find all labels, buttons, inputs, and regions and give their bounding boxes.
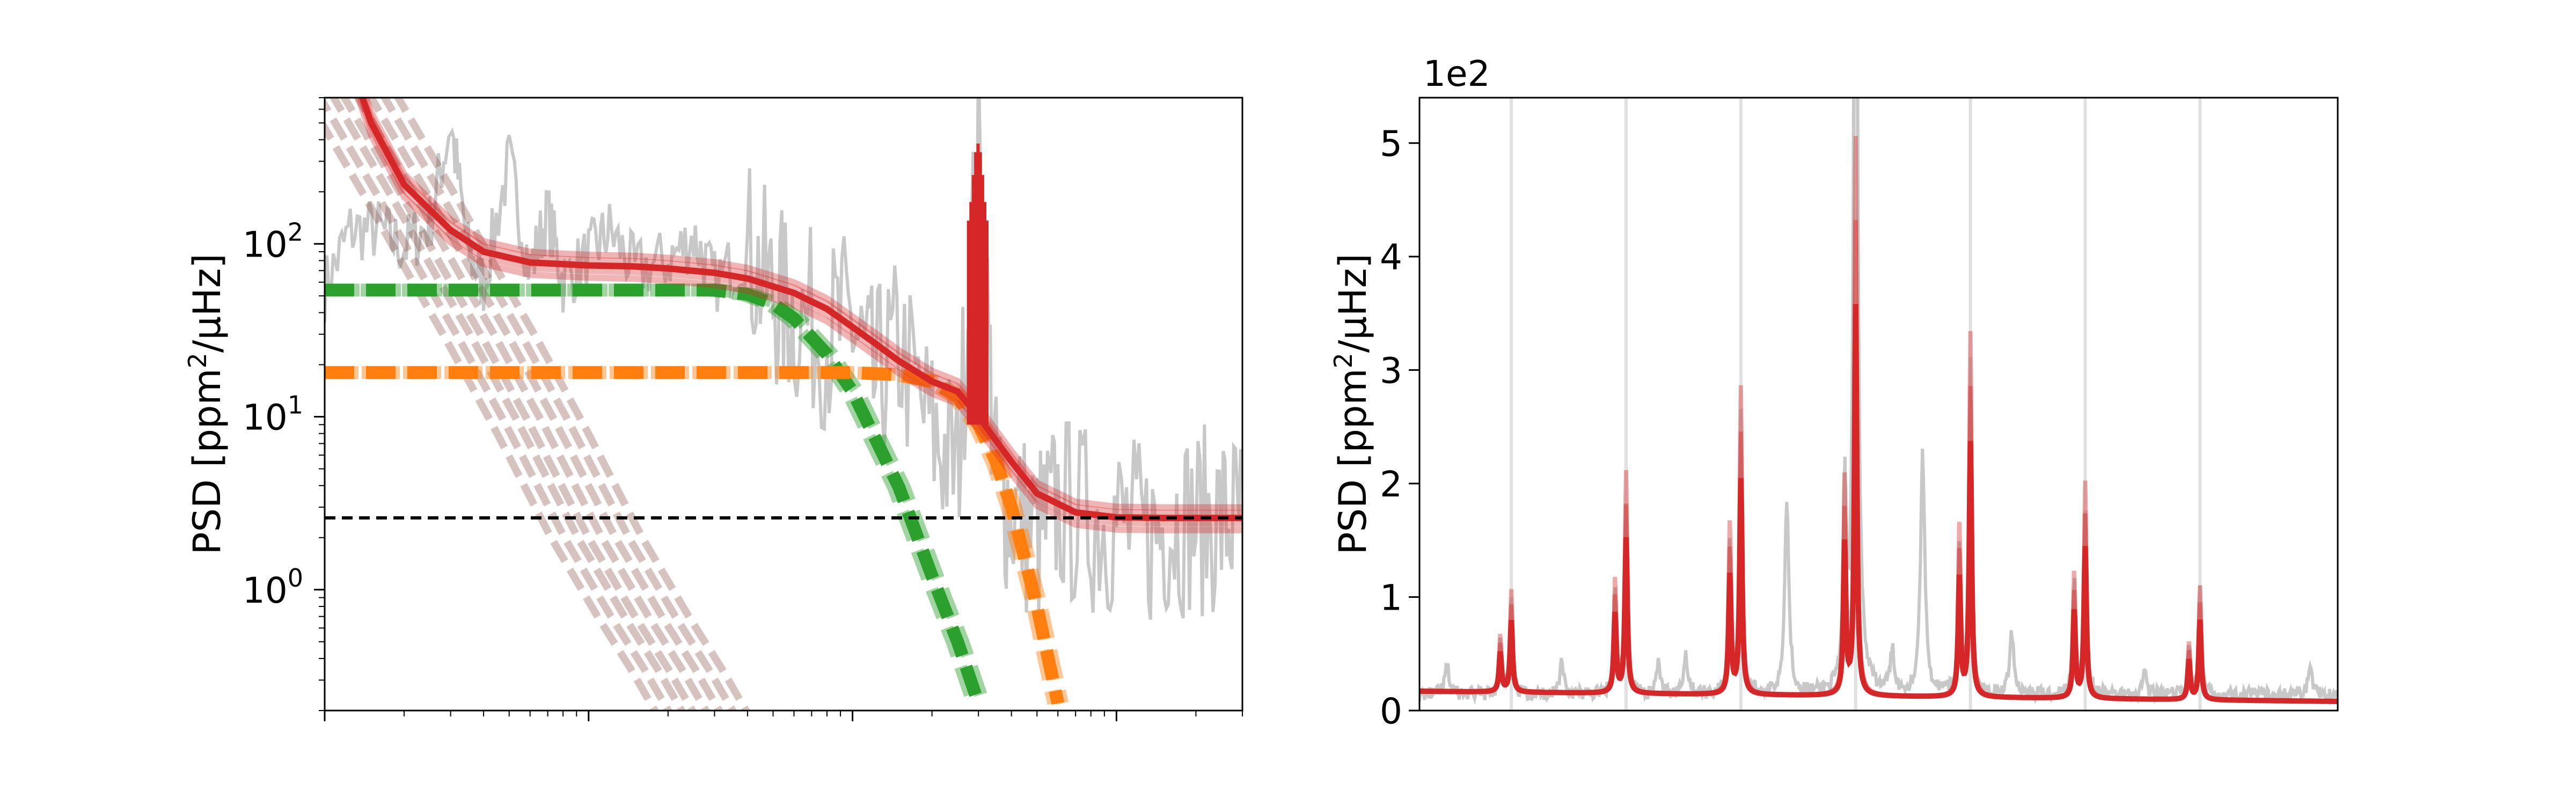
right-axis-ticks: 0 1 2 3 4 5 — [1380, 123, 1419, 732]
right-y-tick-label-1: 0 — [1380, 691, 1402, 732]
activity-component-line-7 — [380, 98, 737, 711]
left-panel: 100 101 102 PSD [ppm2/μHz] — [183, 97, 1243, 721]
left-y-tick-label-1: 100 — [243, 564, 303, 611]
right-model-fit-line-1 — [1419, 304, 2338, 704]
left-y-tick-label-3: 102 — [243, 217, 303, 265]
activity-component-line-4 — [340, 98, 697, 711]
activity-component-line-2 — [325, 98, 673, 711]
left-plot-area — [325, 98, 1242, 711]
left-axes-frame — [324, 97, 1243, 712]
right-y-tick-label-3: 2 — [1380, 464, 1402, 505]
power-spectrum-line — [325, 98, 1242, 620]
right-axes-frame — [1418, 97, 2339, 712]
right-panel: 0 1 2 3 4 5 1e2 PSD [ppm2/μHz] — [1329, 53, 2339, 732]
activity-component-line-6 — [367, 98, 724, 711]
activity-component-line-3 — [329, 98, 686, 711]
right-model-fit-line-2 — [1419, 219, 2338, 704]
background-fit-line-3 — [359, 98, 1242, 522]
right-y-tick-label-4: 3 — [1380, 350, 1402, 392]
oscillation-peaks — [967, 143, 989, 425]
granulation-component-2-line-2 — [325, 366, 1065, 705]
right-y-tick-label-2: 1 — [1380, 577, 1402, 619]
background-fit-line-5 — [362, 98, 1242, 511]
background-fit-line-1 — [355, 98, 1242, 533]
right-y-offset-label: 1e2 — [1423, 53, 1490, 94]
background-fit-line-4 — [361, 98, 1242, 516]
left-y-axis-label: PSD [ppm2/μHz] — [183, 253, 229, 554]
right-y-tick-label-6: 5 — [1380, 123, 1402, 165]
right-plot-area — [1419, 98, 2338, 711]
right-y-tick-label-5: 4 — [1380, 237, 1402, 278]
activity-component-line-1 — [325, 120, 660, 711]
granulation-component-1-line-2 — [325, 283, 985, 706]
left-y-tick-label-2: 101 — [243, 391, 303, 438]
right-y-axis-label: PSD [ppm2/μHz] — [1329, 253, 1375, 554]
background-fit-line-2 — [357, 98, 1242, 527]
activity-component-line-8 — [393, 98, 751, 711]
granulation-component-1-line-3 — [330, 283, 990, 706]
left-axis-ticks: 100 101 102 — [243, 97, 1243, 721]
right-model-fit-line-3 — [1419, 136, 2338, 704]
activity-component-bundle — [325, 98, 751, 711]
